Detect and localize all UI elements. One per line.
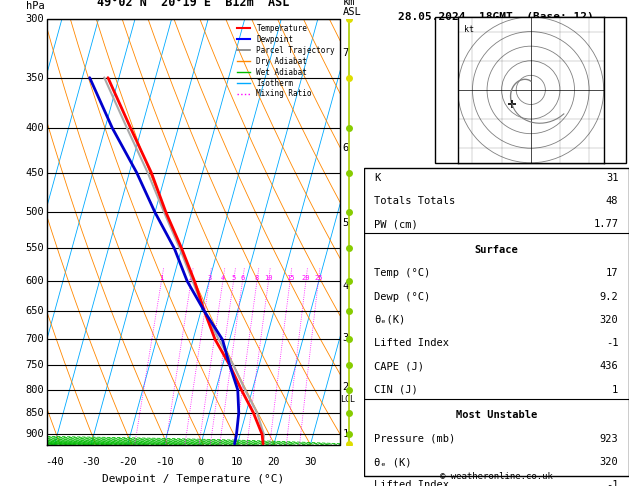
Text: 400: 400 (26, 123, 44, 133)
Text: 650: 650 (26, 307, 44, 316)
Text: 320: 320 (599, 315, 618, 325)
Text: -10: -10 (155, 457, 174, 468)
Text: 28.05.2024  18GMT  (Base: 12): 28.05.2024 18GMT (Base: 12) (398, 12, 594, 22)
Text: 3: 3 (207, 275, 211, 281)
Text: 8: 8 (255, 275, 259, 281)
Text: 1.77: 1.77 (593, 219, 618, 229)
Text: CAPE (J): CAPE (J) (374, 362, 424, 371)
Text: 6: 6 (240, 275, 245, 281)
Text: LCL: LCL (340, 395, 355, 404)
Text: 31: 31 (606, 173, 618, 183)
Text: 436: 436 (599, 362, 618, 371)
Text: 20: 20 (267, 457, 280, 468)
Text: 3: 3 (343, 333, 349, 343)
Text: 320: 320 (599, 457, 618, 467)
Text: PW (cm): PW (cm) (374, 219, 418, 229)
Text: © weatheronline.co.uk: © weatheronline.co.uk (440, 472, 553, 481)
Text: Surface: Surface (474, 245, 518, 255)
Text: 1: 1 (159, 275, 164, 281)
Text: 17: 17 (606, 268, 618, 278)
Text: 550: 550 (26, 243, 44, 253)
Text: 25: 25 (314, 275, 323, 281)
Text: -1: -1 (606, 338, 618, 348)
Text: 2: 2 (343, 382, 349, 393)
Text: 6: 6 (343, 143, 349, 153)
Text: 10: 10 (231, 457, 243, 468)
Text: 923: 923 (599, 434, 618, 444)
Text: θₑ(K): θₑ(K) (374, 315, 406, 325)
Text: Lifted Index: Lifted Index (374, 338, 449, 348)
Text: 750: 750 (26, 361, 44, 370)
Text: 350: 350 (26, 72, 44, 83)
Text: 1: 1 (612, 385, 618, 395)
Text: 7: 7 (343, 48, 349, 58)
Text: Most Unstable: Most Unstable (455, 411, 537, 420)
Text: 15: 15 (286, 275, 294, 281)
Text: 48: 48 (606, 196, 618, 206)
Text: -20: -20 (118, 457, 137, 468)
Text: 5: 5 (343, 218, 349, 228)
Bar (364, 168, 629, 476)
Text: Pressure (mb): Pressure (mb) (374, 434, 455, 444)
Text: 30: 30 (304, 457, 316, 468)
Text: -1: -1 (606, 481, 618, 486)
Text: Mixing Ratio (g/kg): Mixing Ratio (g/kg) (373, 176, 382, 288)
Text: Lifted Index: Lifted Index (374, 481, 449, 486)
Text: 900: 900 (26, 429, 44, 439)
Text: CIN (J): CIN (J) (374, 385, 418, 395)
Text: 2: 2 (189, 275, 193, 281)
Text: 800: 800 (26, 385, 44, 395)
Text: Dewp (°C): Dewp (°C) (374, 292, 430, 301)
Text: 10: 10 (264, 275, 273, 281)
Text: km: km (343, 0, 355, 7)
Text: 600: 600 (26, 276, 44, 286)
Text: 300: 300 (26, 15, 44, 24)
Text: 500: 500 (26, 208, 44, 217)
Text: Temp (°C): Temp (°C) (374, 268, 430, 278)
Text: 5: 5 (231, 275, 236, 281)
Text: 700: 700 (26, 334, 44, 345)
Text: kt: kt (464, 25, 474, 34)
Text: Totals Totals: Totals Totals (374, 196, 455, 206)
Text: ASL: ASL (343, 7, 361, 17)
Text: 4: 4 (343, 281, 349, 291)
Legend: Temperature, Dewpoint, Parcel Trajectory, Dry Adiabat, Wet Adiabat, Isotherm, Mi: Temperature, Dewpoint, Parcel Trajectory… (236, 23, 336, 99)
Text: K: K (374, 173, 381, 183)
Text: 4: 4 (221, 275, 225, 281)
Text: 450: 450 (26, 168, 44, 177)
Text: Dewpoint / Temperature (°C): Dewpoint / Temperature (°C) (103, 474, 284, 485)
Text: -30: -30 (82, 457, 101, 468)
Text: 0: 0 (198, 457, 204, 468)
Text: θₑ (K): θₑ (K) (374, 457, 411, 467)
Text: 1: 1 (343, 429, 349, 438)
Text: hPa: hPa (26, 1, 44, 11)
Text: -40: -40 (45, 457, 64, 468)
Text: 9.2: 9.2 (599, 292, 618, 301)
Text: 850: 850 (26, 408, 44, 418)
Text: 20: 20 (301, 275, 310, 281)
Text: 49°02'N  20°19'E  B12m  ASL: 49°02'N 20°19'E B12m ASL (97, 0, 289, 9)
Bar (435, 17, 626, 163)
